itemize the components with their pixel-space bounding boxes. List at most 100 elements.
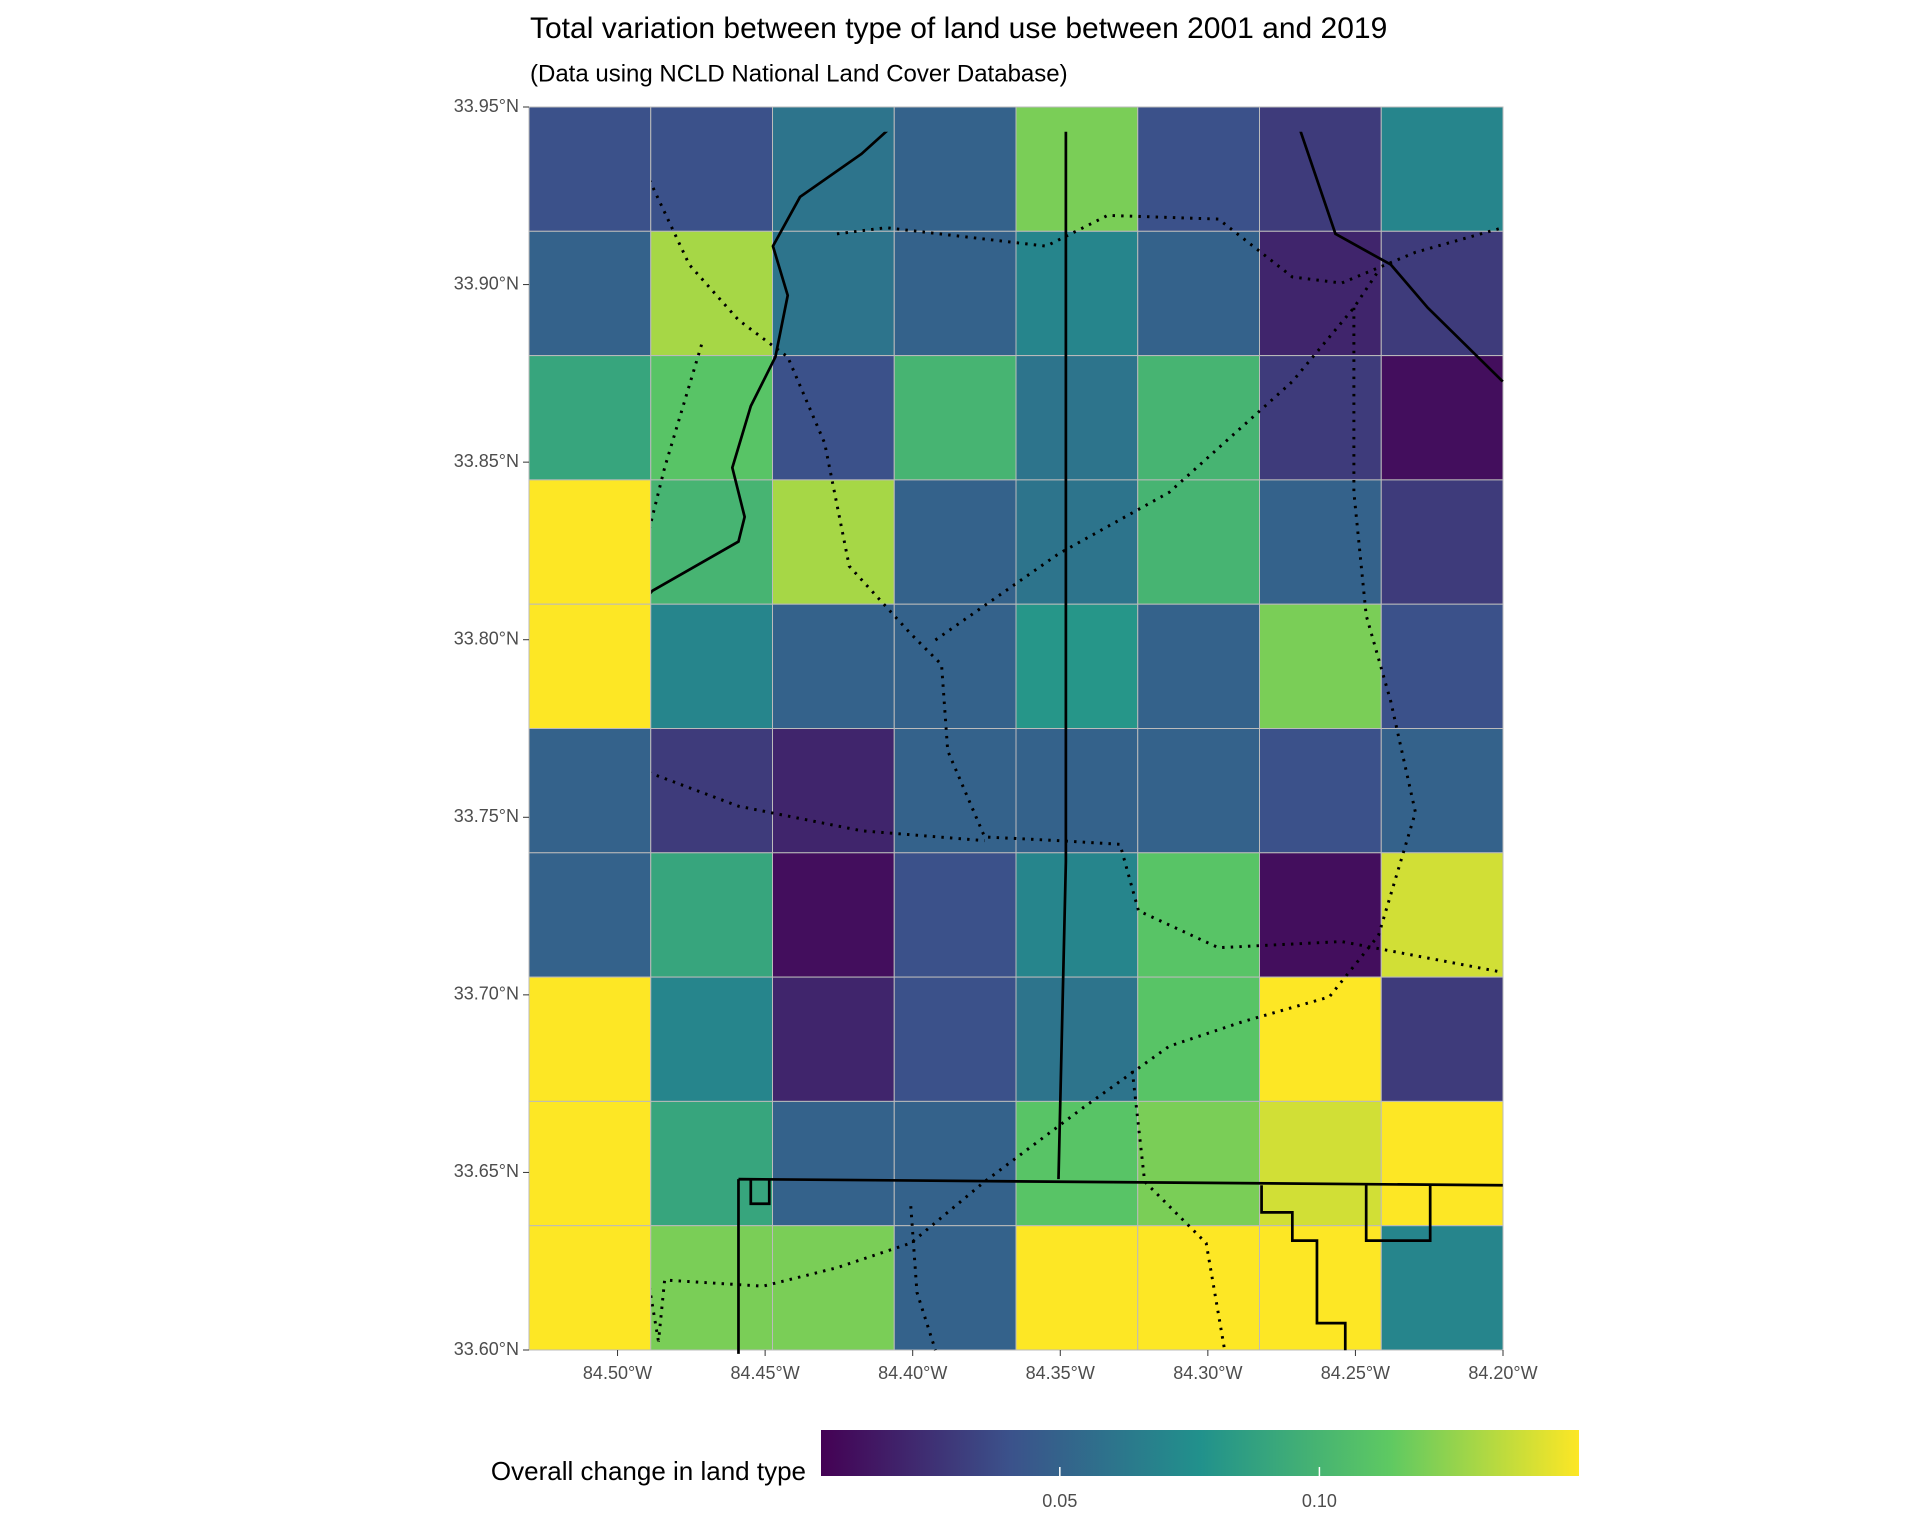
tract [650, 1100, 773, 1227]
x-tick-label: 84.45°W [731, 1363, 800, 1383]
tract [650, 1225, 773, 1351]
tract [1380, 479, 1504, 605]
tract [1137, 479, 1260, 605]
tract [1137, 852, 1260, 978]
tract [528, 976, 652, 1102]
tract [772, 479, 895, 605]
map-subtitle: (Data using NCLD National Land Cover Dat… [530, 60, 1068, 87]
tract [1015, 1100, 1139, 1227]
tract [893, 230, 1017, 357]
y-tick-label: 33.60°N [454, 1339, 519, 1359]
tract [1015, 976, 1139, 1102]
colorbar-tick-label: 0.10 [1302, 1491, 1337, 1511]
tract [1380, 852, 1504, 978]
tract [528, 230, 652, 357]
tract [1259, 728, 1382, 854]
tract [650, 728, 773, 854]
tract [1259, 106, 1382, 232]
tract [1259, 479, 1382, 605]
tract [528, 852, 652, 978]
tract [1137, 1225, 1260, 1351]
tract [1015, 603, 1139, 730]
tract [772, 355, 895, 481]
tract [1137, 603, 1260, 730]
tract [772, 728, 895, 854]
y-tick-label: 33.80°N [454, 628, 519, 648]
colorbar-ticks: 0.05 0.10 [1042, 1467, 1337, 1511]
tract [1015, 106, 1139, 232]
tract [528, 603, 652, 730]
tract [650, 230, 773, 357]
tract [772, 1100, 895, 1227]
tract [528, 106, 652, 232]
tract [772, 852, 895, 978]
tract [893, 479, 1017, 605]
tract [1137, 355, 1260, 481]
tract [1259, 1100, 1382, 1227]
tract [1015, 230, 1139, 357]
tract [893, 106, 1017, 232]
tract [1015, 355, 1139, 481]
legend-title: Overall change in land type [491, 1456, 806, 1486]
tract [650, 603, 773, 730]
x-tick-label: 84.20°W [1468, 1363, 1537, 1383]
tract [650, 355, 773, 481]
tract [1137, 230, 1260, 357]
tract [1380, 106, 1504, 232]
tract [528, 355, 652, 481]
tract [650, 852, 773, 978]
tract [772, 603, 895, 730]
axes: 84.50°W 84.45°W 84.40°W 84.35°W 84.30°W 84.25… [454, 96, 1538, 1383]
tract [1137, 106, 1260, 232]
tract [772, 230, 895, 357]
y-tick-label: 33.70°N [454, 984, 519, 1004]
tract [893, 603, 1017, 730]
tract [1380, 1225, 1504, 1351]
tracts [528, 106, 1504, 1351]
x-tick-label: 84.40°W [878, 1363, 947, 1383]
tract [1380, 603, 1504, 730]
tract [1380, 230, 1504, 357]
y-tick-label: 33.65°N [454, 1161, 519, 1181]
tract [1137, 1100, 1260, 1227]
tract [528, 1225, 652, 1351]
tract [1380, 355, 1504, 481]
tract [650, 106, 773, 232]
x-tick-label: 84.30°W [1173, 1363, 1242, 1383]
tract [893, 976, 1017, 1102]
y-tick-label: 33.75°N [454, 806, 519, 826]
tract [1137, 728, 1260, 854]
colorbar [821, 1430, 1579, 1476]
tract [1259, 230, 1382, 357]
tract [1015, 852, 1139, 978]
x-tick-label: 84.50°W [583, 1363, 652, 1383]
boundaries [651, 131, 1504, 1354]
tract [1380, 728, 1504, 854]
x-tick-label: 84.25°W [1321, 1363, 1390, 1383]
tract [1259, 976, 1382, 1102]
tract [1380, 976, 1504, 1102]
tract [1259, 603, 1382, 730]
tract [893, 1100, 1017, 1227]
tract [772, 1225, 895, 1351]
tract [772, 976, 895, 1102]
tract [650, 479, 773, 605]
x-tick-label: 84.35°W [1026, 1363, 1095, 1383]
tract [528, 1100, 652, 1227]
map-title: Total variation between type of land use… [530, 12, 1387, 45]
tract [1259, 355, 1382, 481]
y-tick-label: 33.85°N [454, 451, 519, 471]
tract [1015, 728, 1139, 854]
y-tick-label: 33.95°N [454, 96, 519, 116]
tract [893, 1225, 1017, 1351]
tract [1015, 1225, 1139, 1351]
tract [1259, 852, 1382, 978]
tract [650, 976, 773, 1102]
tract [528, 728, 652, 854]
tract [528, 479, 652, 605]
tract [1015, 479, 1139, 605]
tract [893, 728, 1017, 854]
tract [893, 852, 1017, 978]
tract [1380, 1100, 1504, 1227]
